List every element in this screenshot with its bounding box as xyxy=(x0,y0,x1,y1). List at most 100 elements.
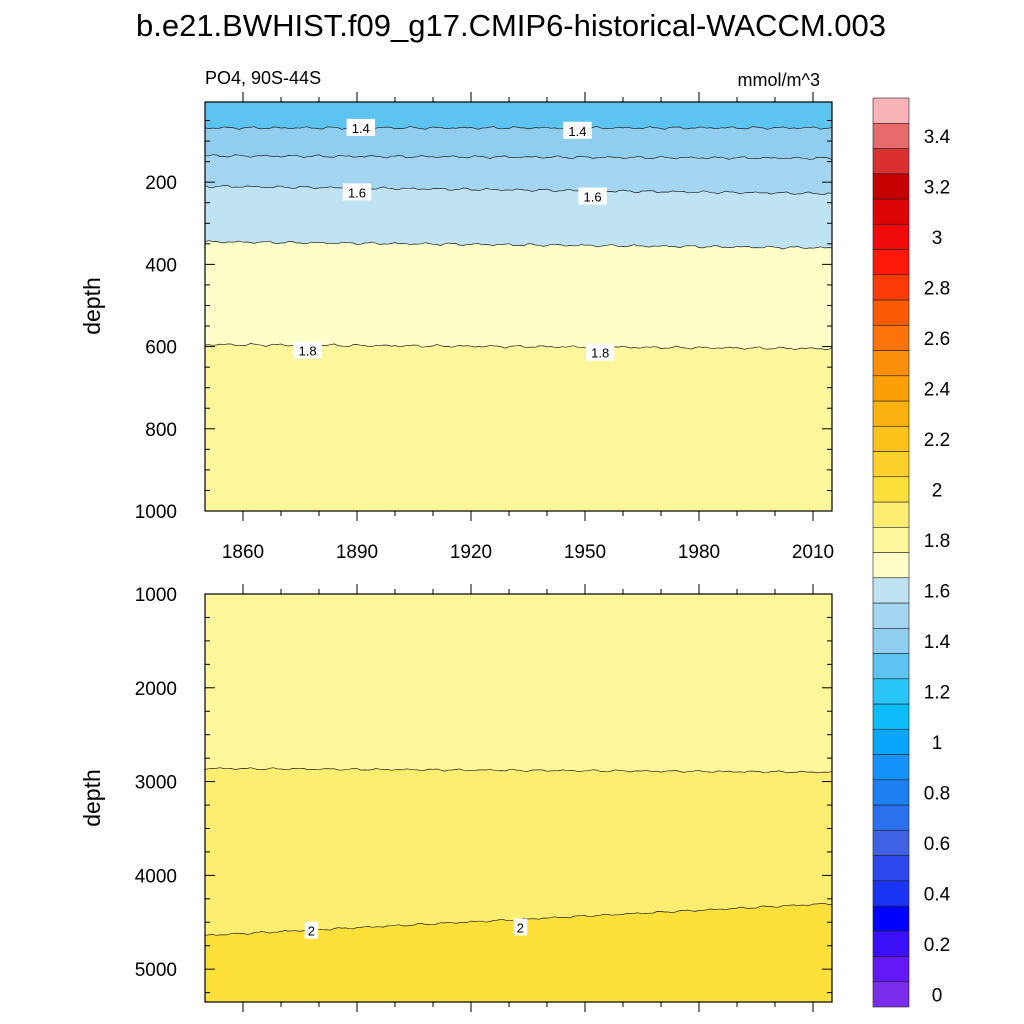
colorbar-label: 2.4 xyxy=(924,379,951,400)
lower-axis-ticks: 1000 2000 3000 4000 5000 xyxy=(135,584,832,1012)
colorbar-box xyxy=(872,400,910,427)
colorbar-label: 3.2 xyxy=(924,177,950,198)
contour-label: 1.4 xyxy=(563,121,592,139)
contour-label: 1.6 xyxy=(342,183,372,201)
colorbar-label: 3 xyxy=(932,228,943,249)
x-tick-label: 1920 xyxy=(450,542,492,563)
y-tick-label: 5000 xyxy=(135,960,177,981)
fill-region-1.9-2 xyxy=(205,903,832,1002)
y-tick-label: 600 xyxy=(145,338,177,359)
colorbar-label: 2 xyxy=(932,480,943,501)
colorbar-box xyxy=(872,375,910,402)
contour-line-1.3 xyxy=(204,125,833,130)
colorbar-label: 0.6 xyxy=(924,834,950,855)
contour-label-text: 1.8 xyxy=(591,346,609,361)
upper-axis-ticks: 200 400 600 800 1000 1860 1890 1920 1950 1980 2010 xyxy=(135,92,834,563)
y-tick-label: 4000 xyxy=(135,866,177,887)
colorbar-label: 1.4 xyxy=(924,632,951,653)
upper-plot-frame xyxy=(204,101,833,512)
contour-label-bg xyxy=(578,187,607,205)
figure-title: b.e21.BWHIST.f09_g17.CMIP6-historical-WA… xyxy=(136,8,886,43)
contour-label-text: 1.8 xyxy=(299,344,317,359)
upper-panel: 1.4 1.4 1.6 1.6 1.8 1.8 200 400 600 800 1000 1860 1… xyxy=(79,68,834,563)
colorbar-label: 3.4 xyxy=(924,127,951,148)
colorbar-box xyxy=(872,526,910,553)
contour-label: 1.8 xyxy=(293,341,322,359)
colorbar-box xyxy=(872,324,910,351)
fill-region-1.6-1.7 xyxy=(205,240,832,350)
x-tick-label: 1890 xyxy=(336,542,378,563)
colorbar-box xyxy=(872,880,910,907)
y-tick-label: 1000 xyxy=(135,502,177,523)
contour-label: 1.6 xyxy=(578,187,607,205)
colorbar-box xyxy=(872,754,910,781)
contour-label: 1.4 xyxy=(346,118,376,136)
colorbar-label: 1 xyxy=(932,733,943,754)
colorbar-label: 0.2 xyxy=(924,935,950,956)
colorbar-box xyxy=(872,97,910,124)
colorbar-box xyxy=(872,451,910,478)
y-tick-label: 800 xyxy=(145,420,177,441)
colorbar-label: 0.4 xyxy=(924,884,951,905)
contour-line-1.4 xyxy=(204,154,833,161)
colorbar-label: 1.6 xyxy=(924,581,950,602)
contour-label-text: 2 xyxy=(308,924,315,939)
x-tick-label: 1950 xyxy=(564,542,606,563)
fill-region-1.7-1.8 xyxy=(205,343,832,511)
lower-ylabel: depth xyxy=(79,769,105,827)
upper-fill-regions xyxy=(205,102,832,511)
y-tick-label: 200 xyxy=(145,173,177,194)
colorbar-box xyxy=(872,653,910,680)
y-tick-label: 1000 xyxy=(135,585,177,606)
contour-line-1.5 xyxy=(204,185,833,195)
contour-label-bg xyxy=(342,183,372,201)
contour-label-bg xyxy=(346,118,376,136)
fill-region-1.8-1.9 xyxy=(205,767,832,936)
contour-line-1.8 xyxy=(204,767,833,774)
colorbar-label: 2.6 xyxy=(924,329,950,350)
upper-contour-lines xyxy=(204,125,833,350)
x-tick-label: 1860 xyxy=(222,542,264,563)
colorbar: 0 0.2 0.4 0.6 0.8 1 1.2 1.4 1.6 1.8 2 2.2 2.4 2.6 2.8 3… xyxy=(872,97,951,1008)
contour-label-text: 1.4 xyxy=(352,121,370,136)
colorbar-box xyxy=(872,425,910,452)
contour-label-text: 2 xyxy=(517,920,524,935)
colorbar-box xyxy=(872,930,910,957)
colorbar-label: 1.8 xyxy=(924,531,950,552)
upper-contour-labels: 1.4 1.4 1.6 1.6 1.8 1.8 xyxy=(293,118,615,361)
colorbar-box xyxy=(872,274,910,301)
contour-label: 2 xyxy=(513,918,528,936)
colorbar-label: 1.2 xyxy=(924,682,950,703)
colorbar-label: 0 xyxy=(932,985,943,1006)
colorbar-label: 2.8 xyxy=(924,278,950,299)
contour-label: 1.8 xyxy=(585,343,615,361)
fill-region-1.2-1.3 xyxy=(205,102,832,130)
colorbar-box xyxy=(872,905,910,932)
x-tick-label: 1980 xyxy=(678,542,720,563)
colorbar-box xyxy=(872,350,910,377)
colorbar-label: 0.8 xyxy=(924,783,950,804)
colorbar-box xyxy=(872,703,910,730)
contour-label-text: 1.4 xyxy=(568,124,586,139)
colorbar-box xyxy=(872,804,910,831)
colorbar-box xyxy=(872,501,910,528)
fill-region-1.5-1.6 xyxy=(205,185,832,249)
upper-ylabel: depth xyxy=(79,277,105,335)
colorbar-box xyxy=(872,602,910,629)
upper-left-string: PO4, 90S-44S xyxy=(205,68,321,88)
colorbar-box xyxy=(872,122,910,149)
fill-region-1.7-1.8 xyxy=(205,594,832,773)
contour-label-bg xyxy=(304,921,319,939)
upper-right-string: mmol/m^3 xyxy=(738,70,820,90)
colorbar-box xyxy=(872,829,910,856)
lower-fill-regions xyxy=(205,594,832,1002)
colorbar-box xyxy=(872,249,910,276)
colorbar-box xyxy=(872,173,910,200)
contour-label-text: 1.6 xyxy=(584,190,602,205)
contour-label: 2 xyxy=(304,921,319,939)
colorbar-box xyxy=(872,956,910,983)
colorbar-box xyxy=(872,981,910,1008)
